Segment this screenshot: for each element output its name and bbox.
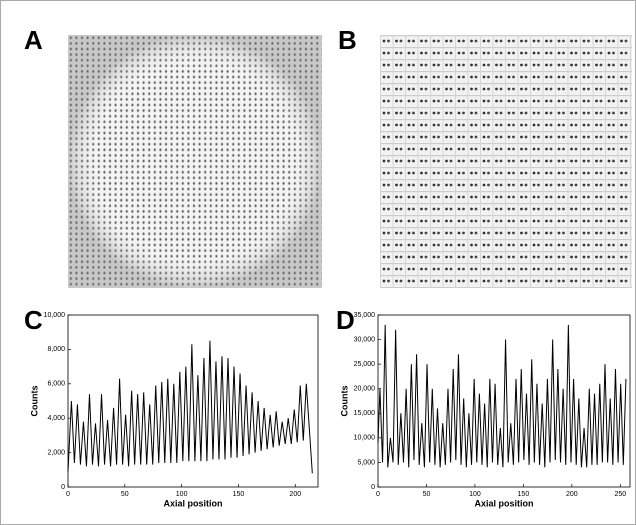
x-axis-label: Axial position [474, 498, 533, 508]
y-tick-label: 25,000 [354, 361, 376, 368]
y-tick-label: 0 [61, 484, 65, 491]
y-tick-label: 35,000 [354, 312, 376, 319]
panel-label: D [336, 305, 355, 335]
data-line [377, 324, 627, 468]
y-tick-label: 15,000 [354, 410, 376, 417]
x-axis-label: Axial position [163, 498, 222, 508]
y-tick-label: 5,000 [357, 459, 375, 466]
x-tick-label: 100 [469, 491, 481, 498]
y-axis-label: Counts [29, 386, 39, 417]
image-a [68, 35, 322, 288]
y-tick-label: 20,000 [354, 386, 376, 393]
x-tick-label: 250 [614, 491, 626, 498]
data-line [67, 340, 313, 474]
y-tick-label: 0 [371, 484, 375, 491]
y-tick-label: 10,000 [44, 312, 66, 319]
y-tick-label: 2,000 [47, 449, 65, 456]
x-tick-label: 50 [121, 491, 129, 498]
plot-frame [67, 314, 319, 488]
y-tick-label: 10,000 [354, 435, 376, 442]
y-tick-label: 30,000 [354, 336, 376, 343]
y-tick-label: 6,000 [47, 381, 65, 388]
x-tick-label: 0 [376, 491, 380, 498]
y-tick-label: 4,000 [47, 415, 65, 422]
x-tick-label: 150 [233, 491, 245, 498]
y-axis-label: Counts [339, 386, 349, 417]
x-tick-label: 0 [66, 491, 70, 498]
image-b [380, 35, 632, 288]
panel-label: B [338, 25, 357, 55]
x-tick-label: 200 [289, 491, 301, 498]
x-tick-label: 50 [423, 491, 431, 498]
plot-frame [377, 314, 631, 488]
panel-label: C [24, 305, 43, 335]
x-tick-label: 200 [566, 491, 578, 498]
x-tick-label: 100 [176, 491, 188, 498]
panel-label: A [24, 25, 43, 55]
y-tick-label: 8,000 [47, 346, 65, 353]
x-tick-label: 150 [518, 491, 530, 498]
